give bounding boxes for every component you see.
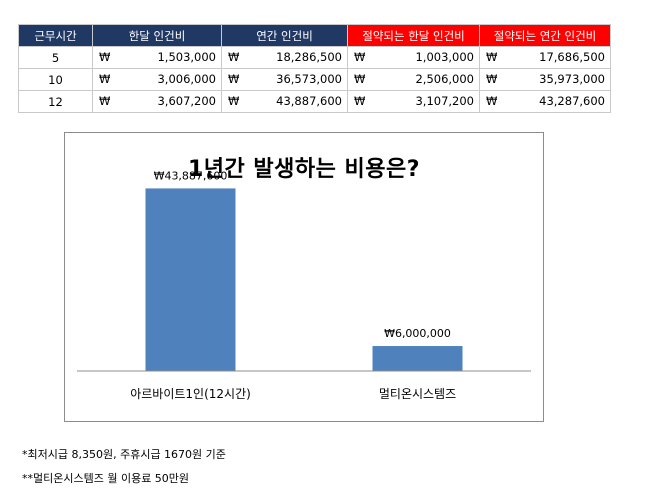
won-symbol: ₩ <box>99 50 111 64</box>
won-symbol: ₩ <box>99 94 111 108</box>
won-symbol: ₩ <box>228 94 240 108</box>
table-header-row: 근무시간 한달 인건비 연간 인건비 절약되는 한달 인건비 절약되는 연간 인… <box>18 24 611 47</box>
cell-value: 2,506,000 <box>415 72 474 86</box>
won-symbol: ₩ <box>486 94 498 108</box>
category-label-0: 아르바이트1인(12시간) <box>130 387 251 401</box>
footnote-service-fee: **멀티온시스템즈 월 이용료 50만원 <box>22 472 190 485</box>
chart-title: 1년간 발생하는 비용은? <box>187 157 421 182</box>
bar-1 <box>372 346 463 371</box>
cell-hours: 10 <box>18 68 93 91</box>
labor-cost-table: 근무시간 한달 인건비 연간 인건비 절약되는 한달 인건비 절약되는 연간 인… <box>18 24 611 113</box>
won-symbol: ₩ <box>354 94 366 108</box>
table-row: 5 ₩1,503,000 ₩18,286,500 ₩1,003,000 ₩17,… <box>18 46 611 69</box>
cell-value: 17,686,500 <box>539 50 605 64</box>
cell-saved-annual: ₩43,287,600 <box>479 90 611 113</box>
cell-value: 1,503,000 <box>157 50 216 64</box>
cell-annual: ₩18,286,500 <box>221 46 348 69</box>
header-saved-monthly-cost: 절약되는 한달 인건비 <box>347 24 480 47</box>
cell-monthly: ₩3,607,200 <box>92 90 222 113</box>
cell-hours: 12 <box>18 90 93 113</box>
cell-value: 1,003,000 <box>415 50 474 64</box>
won-symbol: ₩ <box>99 72 111 86</box>
header-work-hours: 근무시간 <box>18 24 93 47</box>
data-label-1: ₩6,000,000 <box>384 327 451 340</box>
cell-monthly: ₩3,006,000 <box>92 68 222 91</box>
cell-value: 3,107,200 <box>415 94 474 108</box>
annual-cost-chart: 1년간 발생하는 비용은? ₩43,887,600 아르바이트1인(12시간) ₩6… <box>64 132 544 422</box>
won-symbol: ₩ <box>486 72 498 86</box>
cell-monthly: ₩1,503,000 <box>92 46 222 69</box>
chart-plot: ₩43,887,600 아르바이트1인(12시간) ₩6,000,000 멀티온시스템… <box>77 169 531 401</box>
cell-saved-monthly: ₩1,003,000 <box>347 46 480 69</box>
header-saved-annual-cost: 절약되는 연간 인건비 <box>479 24 611 47</box>
header-monthly-cost: 한달 인건비 <box>92 24 222 47</box>
header-annual-cost: 연간 인건비 <box>221 24 348 47</box>
cell-saved-monthly: ₩2,506,000 <box>347 68 480 91</box>
cell-value: 43,287,600 <box>539 94 605 108</box>
won-symbol: ₩ <box>354 50 366 64</box>
cell-value: 3,006,000 <box>157 72 216 86</box>
cell-annual: ₩36,573,000 <box>221 68 348 91</box>
cell-value: 3,607,200 <box>157 94 216 108</box>
table-row: 12 ₩3,607,200 ₩43,887,600 ₩3,107,200 ₩43… <box>18 90 611 113</box>
cell-value: 43,887,600 <box>276 94 342 108</box>
won-symbol: ₩ <box>228 72 240 86</box>
cell-saved-annual: ₩17,686,500 <box>479 46 611 69</box>
cell-saved-annual: ₩35,973,000 <box>479 68 611 91</box>
won-symbol: ₩ <box>486 50 498 64</box>
cell-value: 35,973,000 <box>539 72 605 86</box>
cell-saved-monthly: ₩3,107,200 <box>347 90 480 113</box>
cell-annual: ₩43,887,600 <box>221 90 348 113</box>
cell-value: 18,286,500 <box>276 50 342 64</box>
category-label-1: 멀티온시스템즈 <box>379 387 456 401</box>
data-label-0: ₩43,887,600 <box>154 169 228 182</box>
won-symbol: ₩ <box>354 72 366 86</box>
table-row: 10 ₩3,006,000 ₩36,573,000 ₩2,506,000 ₩35… <box>18 68 611 91</box>
bar-0 <box>145 188 236 371</box>
cell-value: 36,573,000 <box>276 72 342 86</box>
footnote-wage-basis: *최저시급 8,350원, 주휴시급 1670원 기준 <box>22 448 226 461</box>
cell-hours: 5 <box>18 46 93 69</box>
won-symbol: ₩ <box>228 50 240 64</box>
